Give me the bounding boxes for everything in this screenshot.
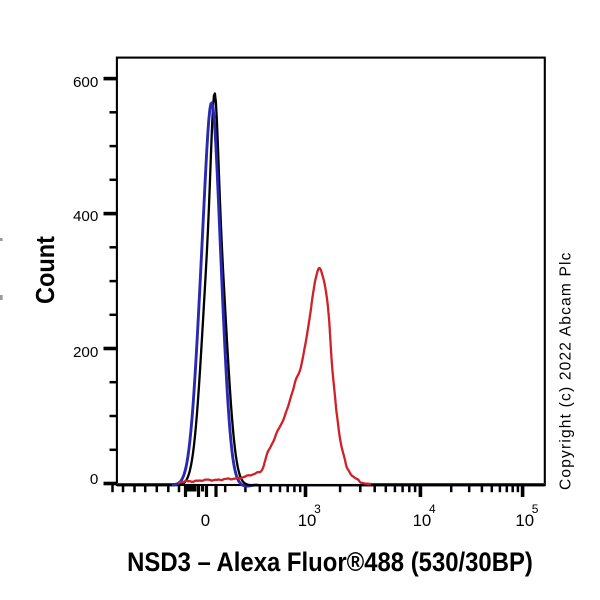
svg-text:Copyright (c) 2022 Abcam Plc: Copyright (c) 2022 Abcam Plc [558,251,575,490]
svg-text:10: 10 [298,511,317,530]
svg-text:NSD3 – Alexa Fluor®488 (530/30: NSD3 – Alexa Fluor®488 (530/30BP) [127,548,533,578]
svg-text:0: 0 [90,471,98,488]
svg-text:600: 600 [73,74,98,91]
svg-text:10: 10 [515,511,534,530]
svg-text:10: 10 [413,511,432,530]
svg-text:200: 200 [73,344,98,361]
svg-text:400: 400 [73,208,98,225]
svg-text:4: 4 [429,502,436,516]
svg-text:3: 3 [314,502,321,516]
svg-text:5: 5 [532,502,539,516]
svg-text:Count: Count [32,236,60,304]
svg-text:0: 0 [201,511,210,530]
